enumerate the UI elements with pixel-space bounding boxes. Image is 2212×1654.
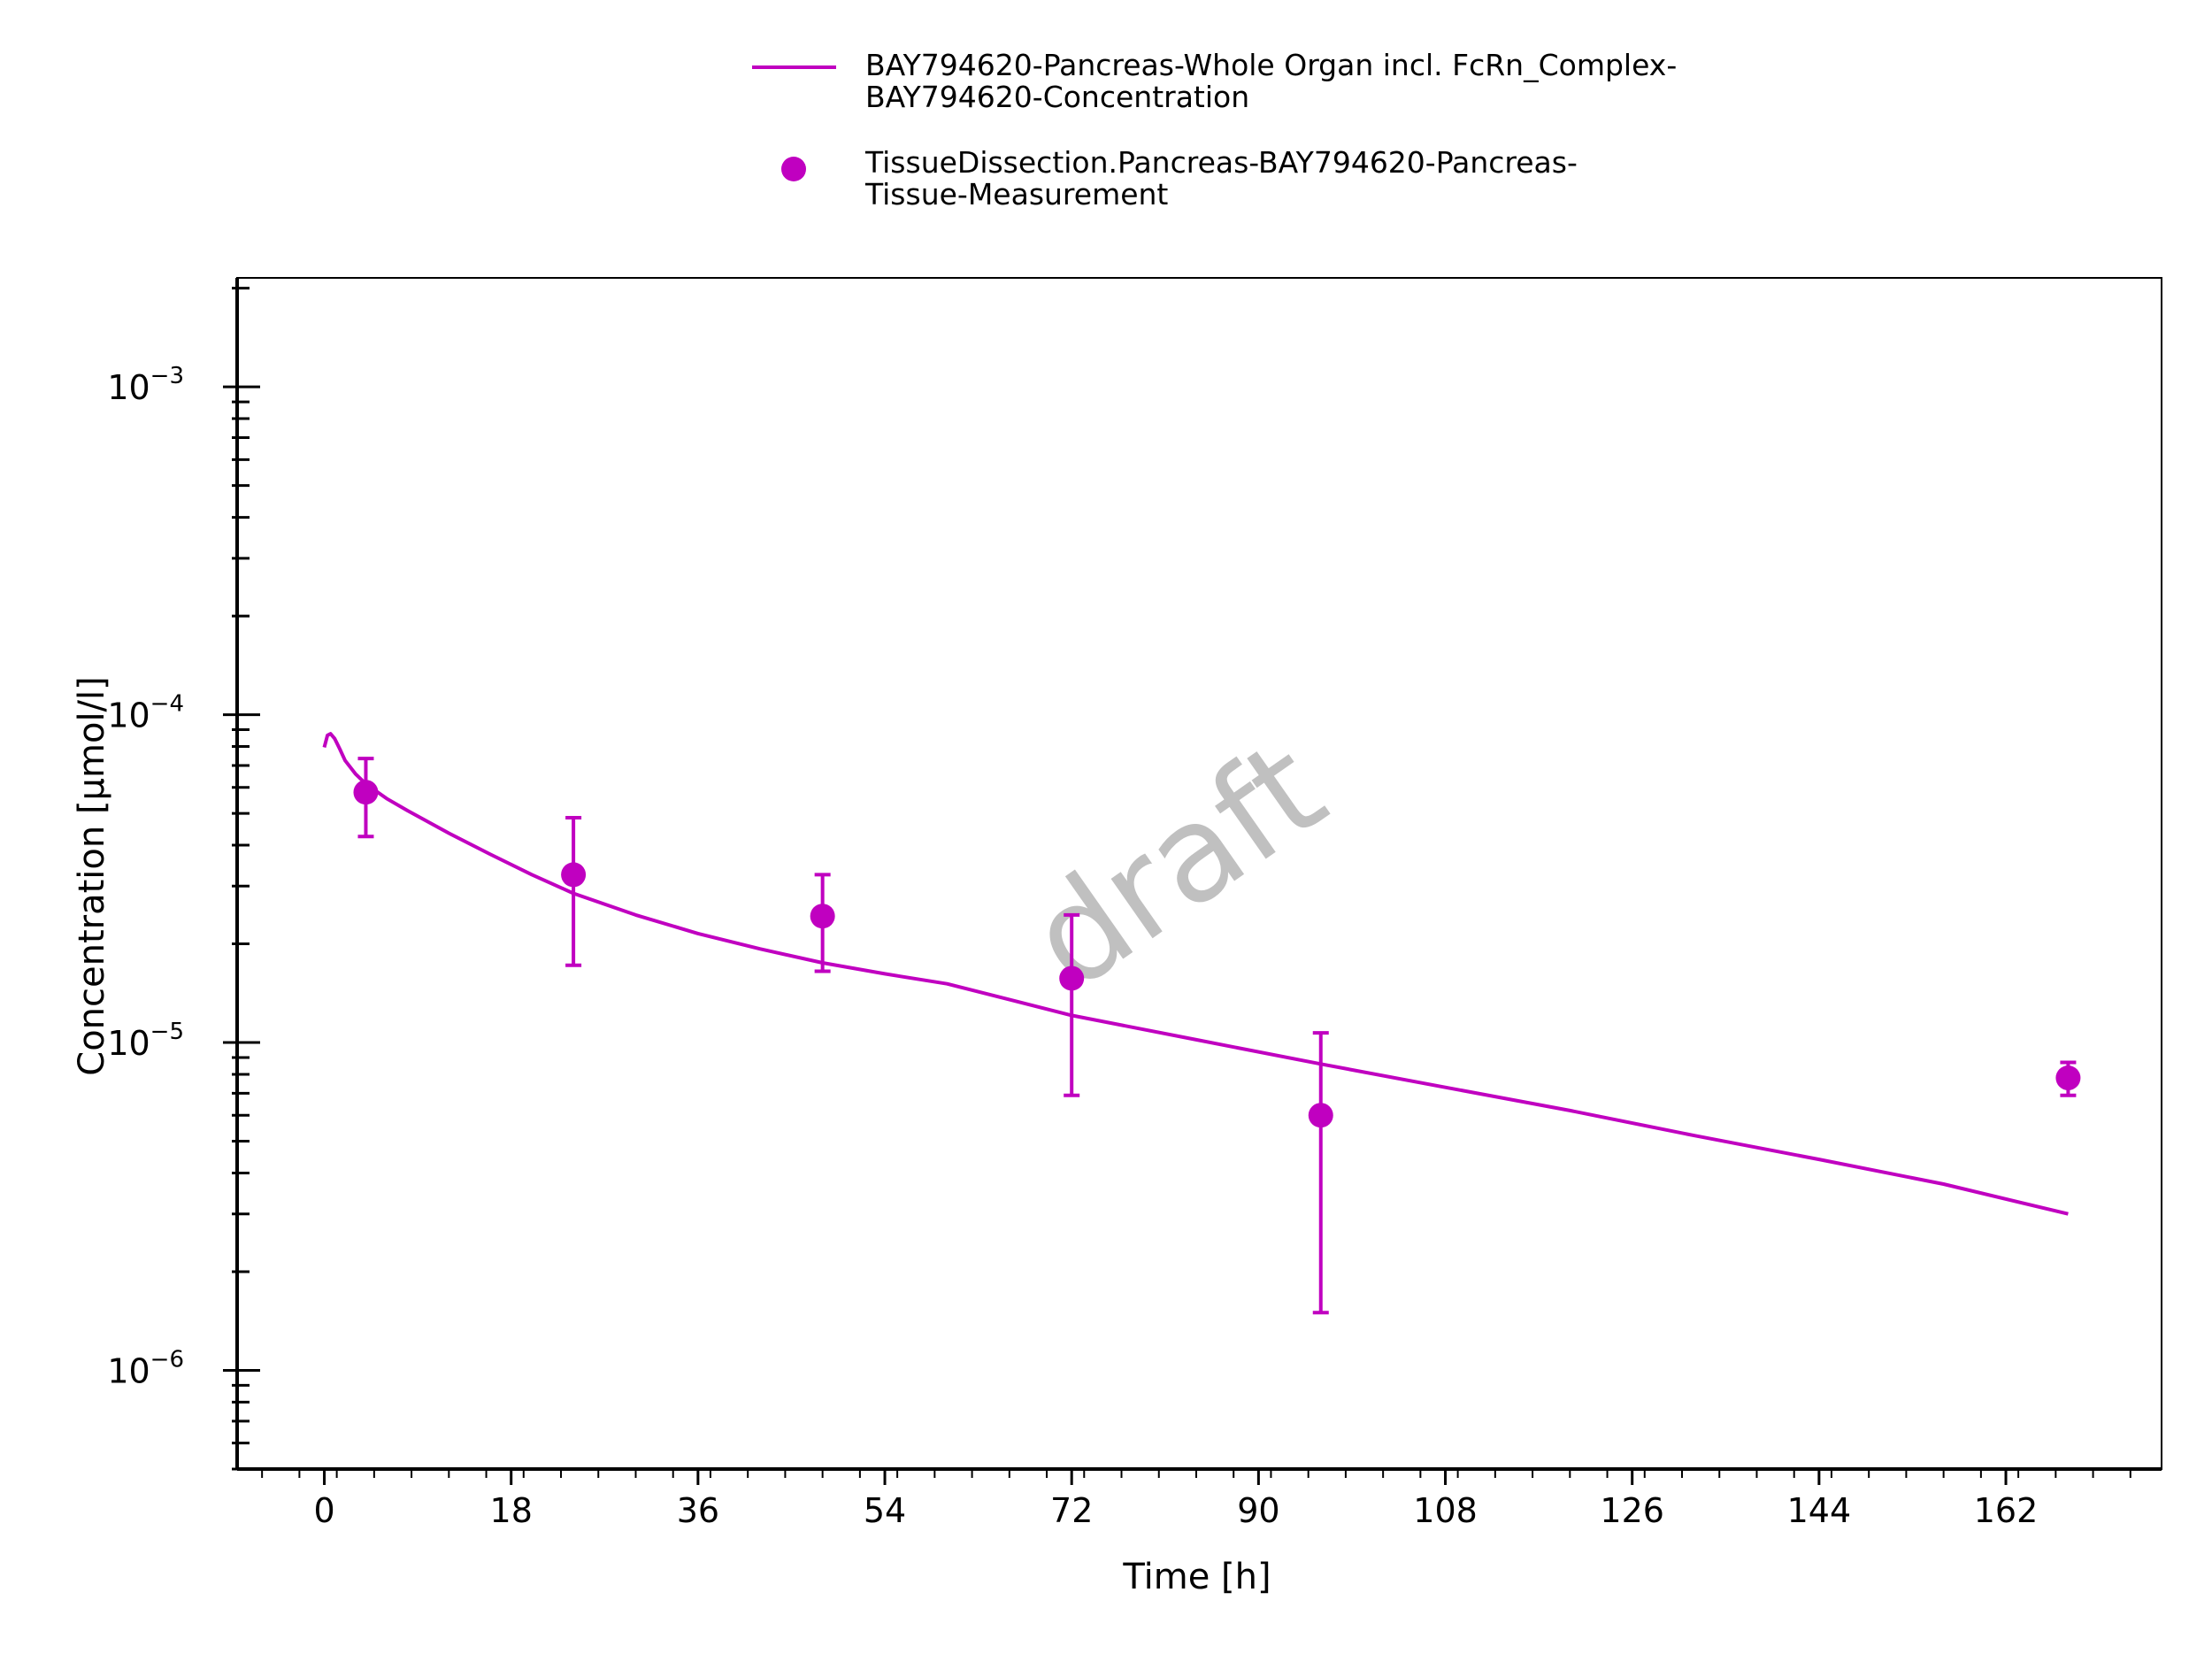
x-tick-label: 72 (1050, 1491, 1093, 1530)
x-tick-label: 36 (677, 1491, 719, 1530)
legend-marker-swatch (781, 157, 806, 181)
legend: BAY794620-Pancreas-Whole Organ incl. FcR… (752, 48, 1677, 212)
data-point (353, 780, 379, 805)
x-tick-label: 18 (490, 1491, 533, 1530)
y-axis-title: Concentration [µmol/l] (72, 676, 112, 1075)
data-point (561, 862, 587, 888)
x-tick-label: 144 (1787, 1491, 1852, 1530)
legend-line-label-1: BAY794620-Pancreas-Whole Organ incl. FcR… (865, 48, 1677, 82)
x-tick-label: 108 (1413, 1491, 1478, 1530)
x-tick-label: 0 (313, 1491, 334, 1530)
plot-area: 0 18 36 54 72 90 108 126 144 162 10−6 10−5 10−4 10−3 (107, 277, 2162, 1530)
x-tick-label: 54 (864, 1491, 906, 1530)
legend-marker-label-1: TissueDissection.Pancreas-BAY794620-Panc… (864, 145, 1578, 180)
simulation-line (322, 732, 2069, 1216)
watermark: draft (1003, 712, 1351, 1019)
y-tick-label: 10−3 (107, 363, 184, 407)
data-point (2055, 1065, 2081, 1091)
y-tick-label: 10−6 (107, 1346, 184, 1390)
legend-line-label-2: BAY794620-Concentration (865, 80, 1249, 114)
y-tick-label: 10−5 (107, 1019, 184, 1063)
x-axis-title: Time [h] (1122, 1557, 1271, 1597)
data-point (1059, 965, 1085, 991)
x-tick-label: 90 (1237, 1491, 1279, 1530)
data-point (1308, 1103, 1333, 1128)
legend-marker-label-2: Tissue-Measurement (864, 177, 1168, 212)
x-tick-label: 162 (1974, 1491, 2039, 1530)
x-tick-label: 126 (1600, 1491, 1664, 1530)
data-point (810, 904, 835, 929)
y-tick-label: 10−4 (107, 691, 184, 735)
